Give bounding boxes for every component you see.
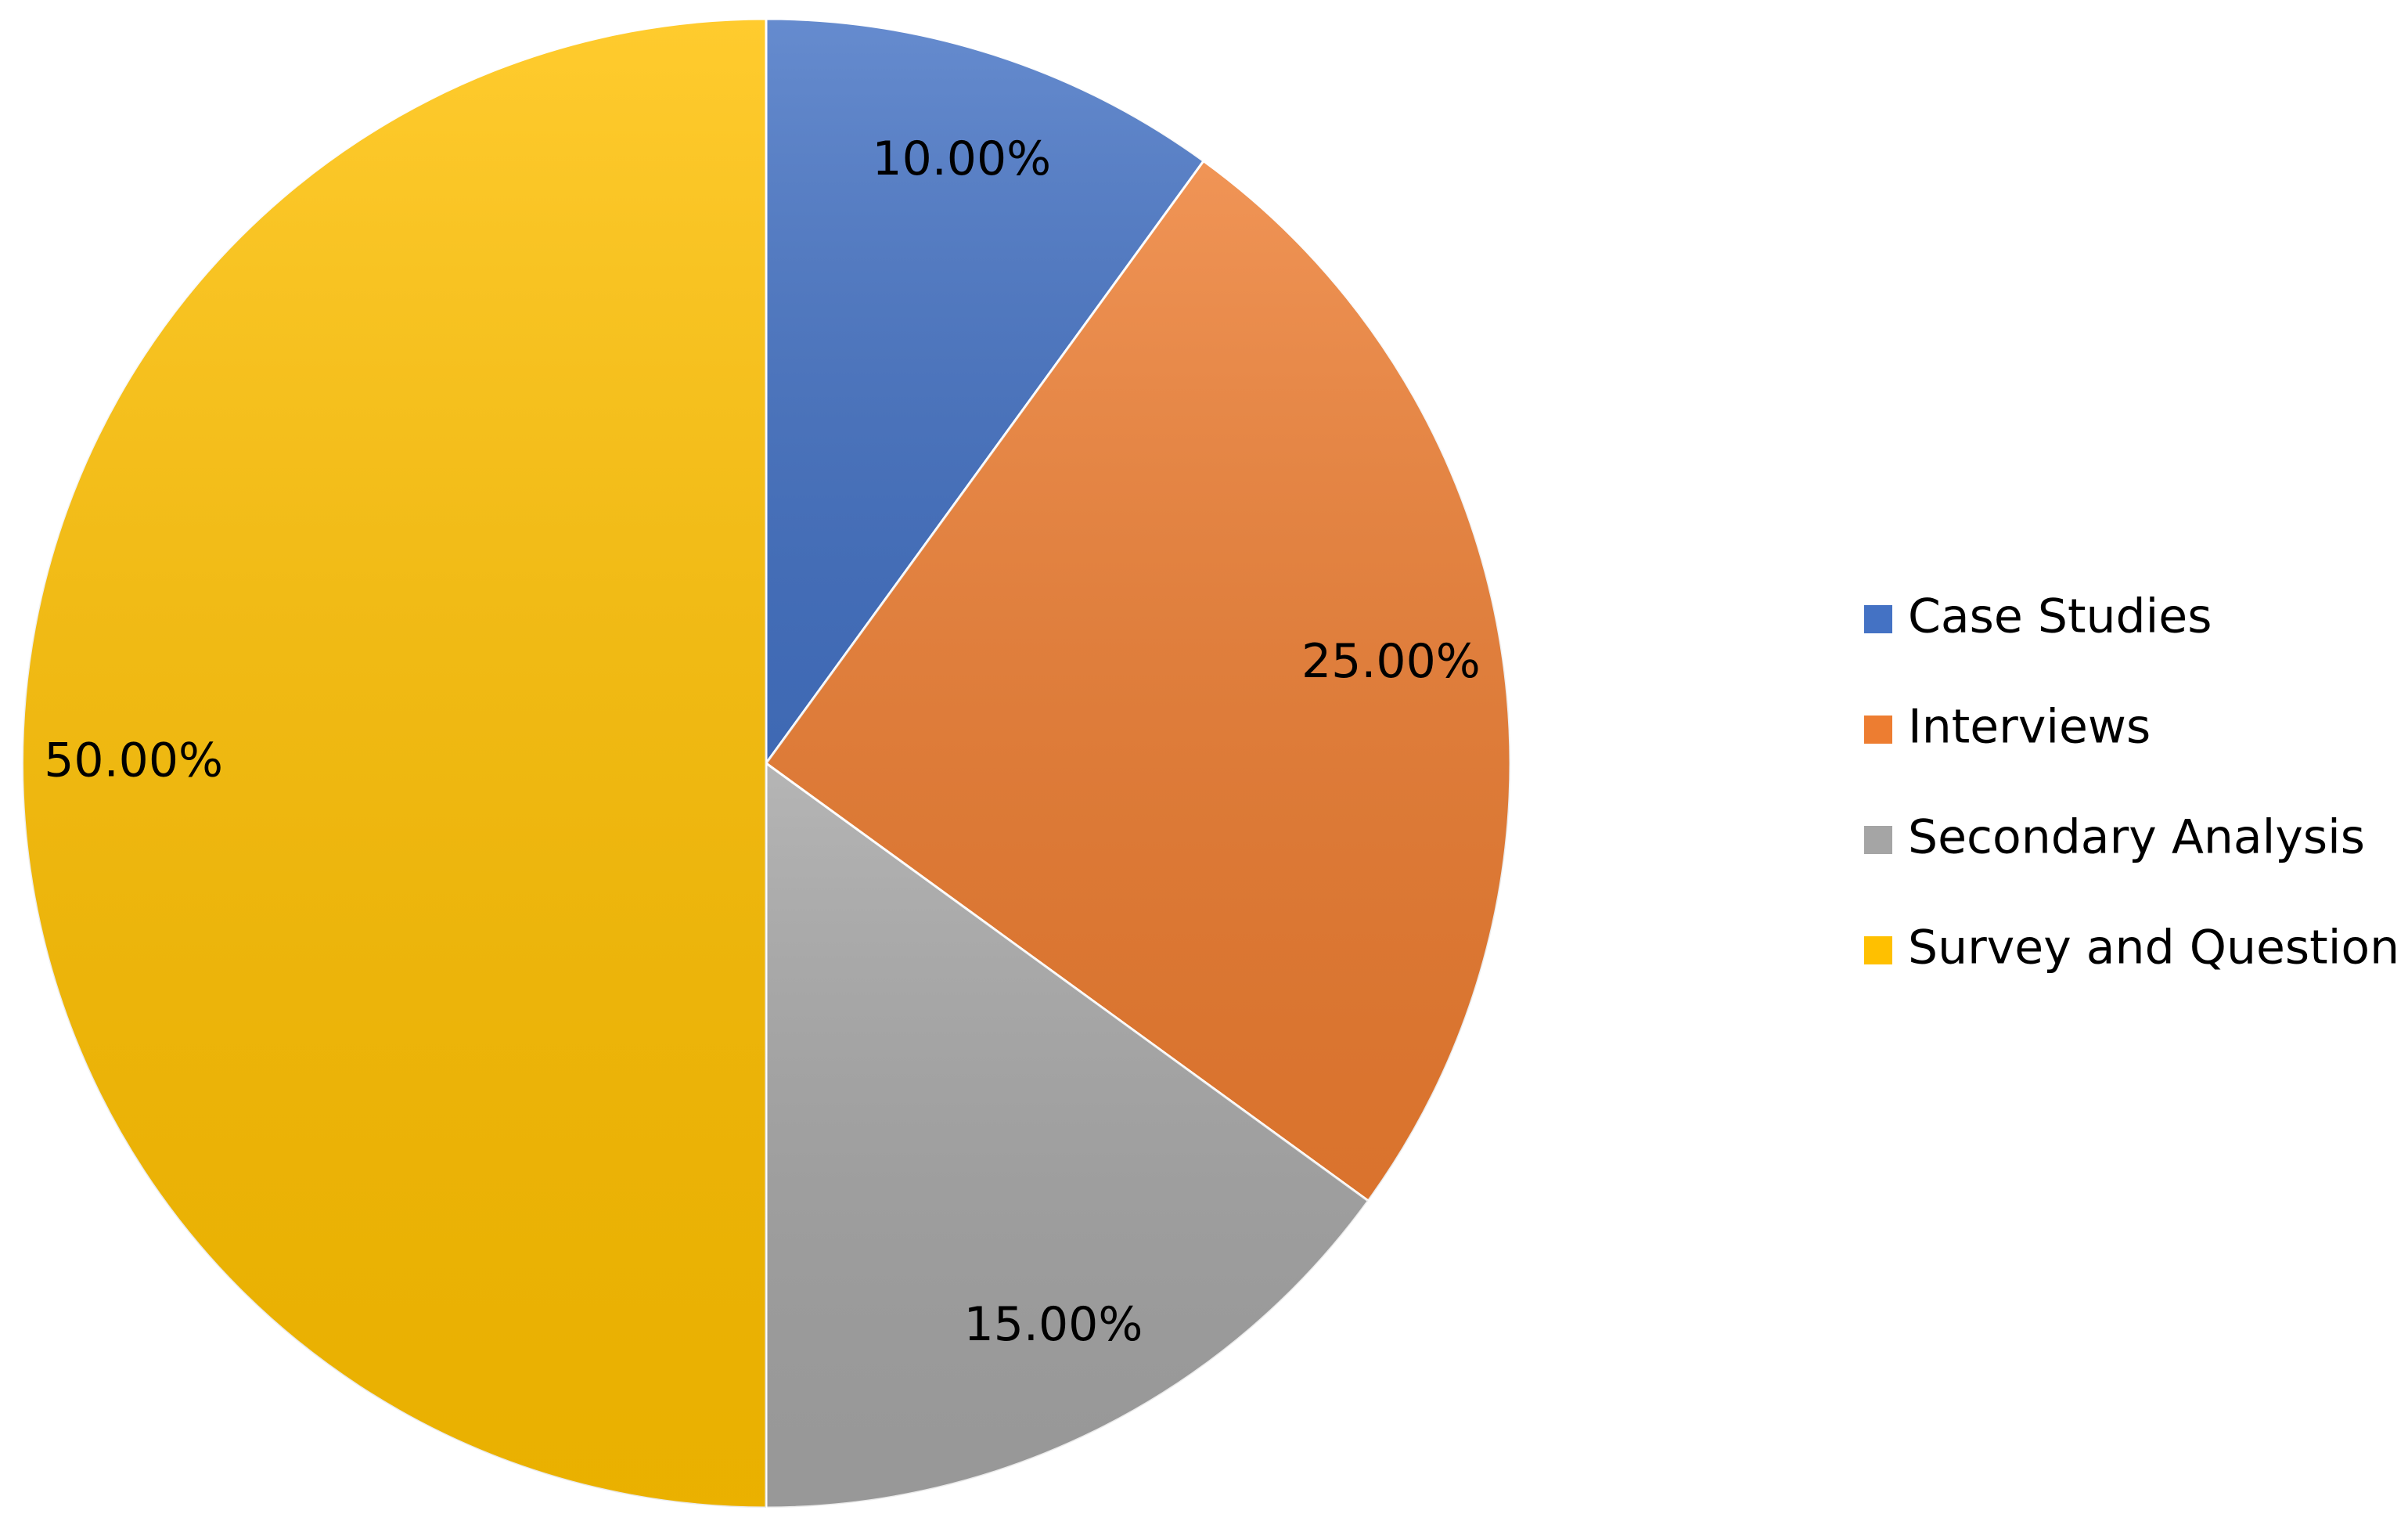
legend-swatch	[1864, 716, 1892, 744]
legend-swatch	[1864, 605, 1892, 633]
legend-swatch	[1864, 936, 1892, 964]
legend-label: Survey and Question	[1908, 921, 2399, 975]
data-label: 50.00%	[44, 734, 223, 788]
data-label: 10.00%	[872, 132, 1051, 186]
legend-swatch	[1864, 826, 1892, 854]
data-label: 25.00%	[1301, 634, 1481, 689]
legend-label: Secondary Analysis	[1908, 810, 2365, 865]
legend-label: Case Studies	[1908, 589, 2212, 644]
data-label: 15.00%	[964, 1297, 1143, 1352]
legend-label: Interviews	[1908, 700, 2151, 755]
